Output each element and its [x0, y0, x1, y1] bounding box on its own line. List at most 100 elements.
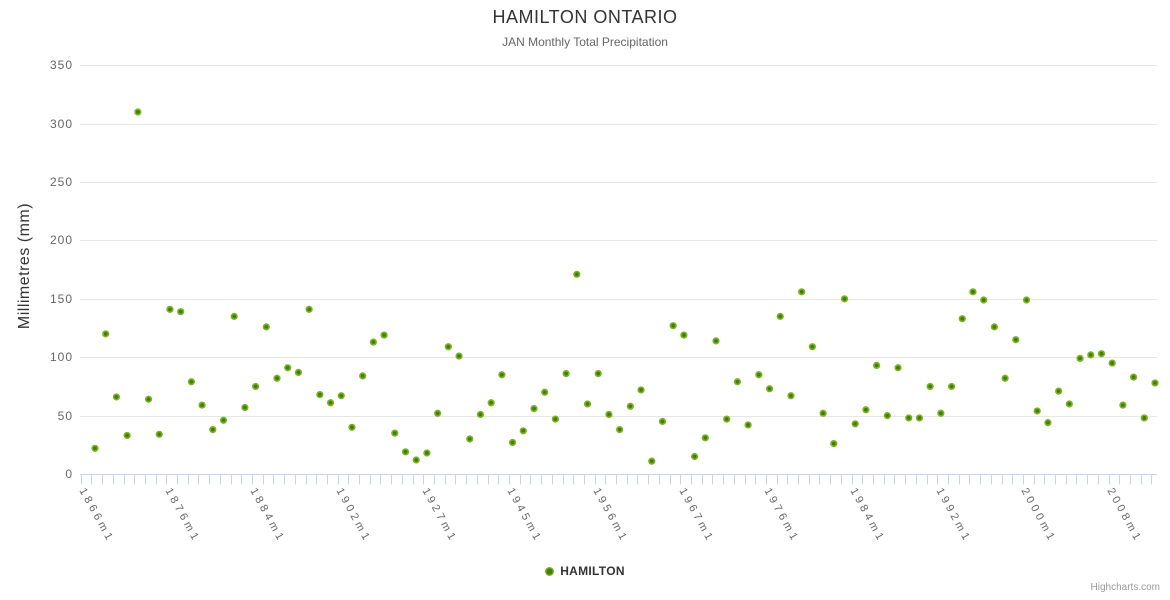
data-point[interactable] — [541, 388, 549, 396]
data-point[interactable] — [873, 361, 881, 370]
data-point[interactable] — [776, 312, 784, 320]
data-point[interactable] — [1151, 379, 1159, 387]
data-point[interactable] — [209, 426, 217, 434]
data-point[interactable] — [744, 421, 752, 429]
data-point[interactable] — [252, 382, 260, 391]
data-point[interactable] — [733, 378, 742, 386]
data-point[interactable] — [241, 403, 249, 412]
data-point[interactable] — [326, 399, 335, 407]
data-point[interactable] — [1119, 401, 1127, 409]
data-point[interactable] — [1001, 374, 1009, 382]
data-point[interactable] — [830, 440, 838, 448]
data-point[interactable] — [1140, 414, 1148, 422]
data-point[interactable] — [648, 457, 656, 465]
data-point[interactable] — [294, 368, 303, 377]
data-point[interactable] — [508, 438, 517, 447]
data-point[interactable] — [519, 427, 527, 435]
data-point[interactable] — [1033, 407, 1041, 415]
data-point[interactable] — [669, 322, 677, 330]
legend-item-hamilton[interactable]: HAMILTON — [0, 564, 1170, 578]
data-point[interactable] — [926, 382, 934, 391]
data-point[interactable] — [626, 402, 634, 410]
data-point[interactable] — [444, 343, 452, 351]
data-point[interactable] — [112, 393, 121, 401]
data-point[interactable] — [476, 410, 485, 419]
data-point[interactable] — [219, 416, 228, 424]
data-point[interactable] — [1012, 336, 1020, 344]
data-point[interactable] — [369, 338, 377, 346]
data-point[interactable] — [798, 288, 806, 296]
data-point[interactable] — [990, 323, 998, 331]
data-point[interactable] — [905, 414, 913, 422]
data-point[interactable] — [723, 415, 731, 423]
data-point[interactable] — [1065, 400, 1073, 408]
data-point[interactable] — [937, 409, 945, 417]
data-point[interactable] — [1076, 354, 1084, 362]
data-point[interactable] — [637, 386, 645, 394]
data-point[interactable] — [1129, 373, 1138, 381]
credits-link[interactable]: Highcharts.com — [1090, 582, 1160, 593]
data-point[interactable] — [894, 364, 902, 372]
data-point[interactable] — [91, 444, 99, 452]
data-point[interactable] — [198, 401, 206, 409]
data-point[interactable] — [583, 400, 592, 408]
data-point[interactable] — [1055, 387, 1063, 395]
data-point[interactable] — [1097, 350, 1106, 358]
data-point[interactable] — [690, 452, 699, 461]
data-point[interactable] — [1022, 296, 1031, 304]
data-point[interactable] — [284, 364, 292, 372]
data-point[interactable] — [102, 330, 110, 338]
data-point[interactable] — [348, 423, 356, 431]
data-point[interactable] — [969, 288, 977, 296]
data-point[interactable] — [701, 434, 709, 442]
data-point[interactable] — [883, 412, 891, 420]
data-point[interactable] — [755, 371, 763, 379]
data-point[interactable] — [819, 409, 827, 417]
data-point[interactable] — [262, 323, 270, 331]
data-point[interactable] — [551, 415, 560, 423]
data-point[interactable] — [337, 392, 345, 400]
data-point[interactable] — [658, 417, 667, 426]
data-point[interactable] — [680, 331, 688, 339]
data-point[interactable] — [851, 420, 859, 428]
data-point[interactable] — [144, 395, 153, 403]
data-point[interactable] — [787, 392, 795, 400]
data-point[interactable] — [562, 369, 570, 378]
data-point[interactable] — [305, 305, 313, 313]
data-point[interactable] — [134, 108, 142, 116]
data-point[interactable] — [530, 405, 538, 413]
data-point[interactable] — [466, 435, 474, 443]
data-point[interactable] — [401, 448, 410, 456]
data-point[interactable] — [980, 296, 988, 304]
data-point[interactable] — [808, 343, 816, 351]
data-point[interactable] — [1108, 359, 1116, 367]
data-point[interactable] — [616, 426, 624, 434]
data-point[interactable] — [712, 337, 720, 345]
data-point[interactable] — [958, 315, 966, 323]
data-point[interactable] — [391, 429, 399, 437]
data-point[interactable] — [423, 449, 431, 457]
data-point[interactable] — [947, 382, 956, 391]
data-point[interactable] — [155, 430, 163, 438]
data-point[interactable] — [915, 414, 924, 422]
data-point[interactable] — [316, 390, 324, 399]
data-point[interactable] — [1087, 351, 1095, 359]
data-point[interactable] — [573, 270, 581, 278]
data-point[interactable] — [230, 312, 238, 320]
data-point[interactable] — [187, 378, 195, 386]
data-point[interactable] — [273, 374, 281, 382]
data-point[interactable] — [1044, 419, 1052, 427]
data-point[interactable] — [412, 456, 420, 464]
data-point[interactable] — [840, 295, 849, 303]
data-point[interactable] — [605, 410, 613, 419]
data-point[interactable] — [594, 369, 602, 378]
data-point[interactable] — [177, 308, 185, 316]
data-point[interactable] — [455, 352, 463, 360]
data-point[interactable] — [380, 331, 388, 339]
data-point[interactable] — [434, 409, 442, 417]
data-point[interactable] — [487, 399, 495, 407]
data-point[interactable] — [765, 385, 774, 393]
data-point[interactable] — [123, 431, 131, 440]
data-point[interactable] — [166, 305, 174, 313]
data-point[interactable] — [498, 371, 506, 379]
